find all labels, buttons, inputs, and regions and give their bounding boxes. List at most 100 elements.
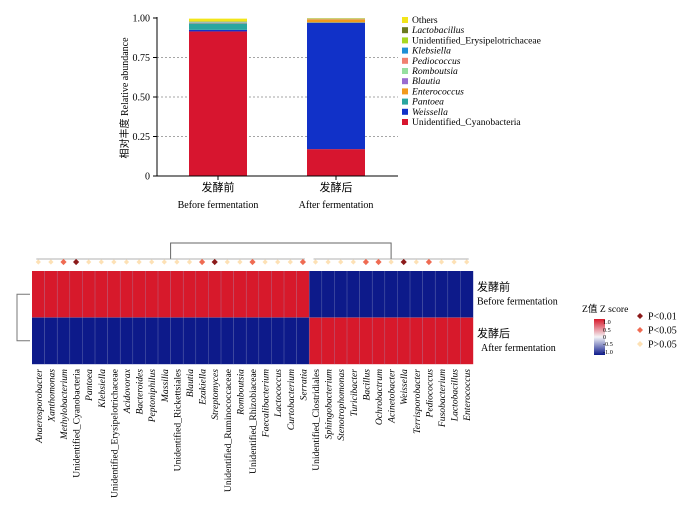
heatmap-cell [246,317,259,365]
bar-segment-enterococcus [307,19,365,23]
legend-swatch [402,47,408,54]
column-label: Ochrobactrum [374,369,385,425]
column-label: Lactobacillus [450,369,461,422]
column-label: Lactococcus [273,369,284,418]
bar-segment-pantoea [189,23,247,30]
legend-label: Weissella [412,107,448,118]
column-label: Pediococcus [424,369,435,419]
row-labels: 发酵前 Before fermentation 发酵后 After fermentat… [477,279,558,354]
column-label: Stenotrophomonas [336,369,347,441]
column-label: Unidentified_Clostridiales [311,369,322,471]
significance-marker [35,259,41,265]
heatmap-cell [32,271,45,318]
significance-marker [48,259,54,265]
heatmap-cell [372,271,385,318]
significance-marker [438,259,445,265]
significance-legend: P<0.01 P<0.05 P>0.05 [637,312,677,351]
heatmap-cell [145,317,159,365]
heatmap-cell [359,317,373,365]
significance-marker [60,258,67,266]
significance-marker [287,259,293,265]
significance-marker [464,259,470,265]
significance-marker [111,259,117,265]
significance-legend-label: P<0.05 [648,326,677,337]
significance-marker [86,259,92,265]
row-label-cn: 发酵前 [477,279,510,293]
heatmap-cell [170,271,184,318]
heatmap-cell [82,317,96,365]
row-label-en: After fermentation [481,343,556,354]
significance-marker [136,259,142,265]
significance-marker [262,259,268,265]
significance-marker [375,258,382,266]
heatmap-cell [69,317,83,365]
colorbar-title: Z值 Z score [582,303,628,315]
heatmap-cell [447,317,461,365]
column-label: Unidentified_Rhizobiaceae [248,369,259,474]
heatmap-cell [44,317,58,365]
heatmap-cell [221,271,234,318]
column-label: Terrisporobacter [412,369,423,434]
colorbar-tick-label: 0.5 [603,327,611,334]
legend-label: Unidentified_Cyanobacteria [412,117,521,128]
legend-label: Others [412,15,438,26]
heatmap-cell [422,317,436,365]
heatmap-cell [107,271,121,318]
heatmap-cell [233,271,247,318]
heatmap-cell [410,271,423,318]
heatmap-cell [410,317,423,365]
heatmap-cell [120,317,133,365]
heatmap-chart: 发酵前 Before fermentation 发酵后 After fermentat… [16,242,677,498]
y-tick-label: 0 [145,172,150,183]
column-label: Acidovorax [122,368,133,414]
axes [156,17,398,177]
y-axis-label: 相对丰度 Relative abundance [118,37,131,159]
heatmap-cell [208,271,222,318]
bars [189,18,365,177]
significance-marker [123,259,130,265]
legend-swatch [402,57,408,64]
significance-marker [299,258,306,266]
significance-marker [186,259,193,265]
colorbar-tick-label: -0.5 [603,341,613,348]
column-label: Acinetobacter [387,369,398,424]
significance-legend-marker [637,327,643,333]
column-labels: Anaerosporobacter Xanthomonas Methylobacte… [34,368,473,498]
x-tick-label-en: After fermentation [299,200,374,211]
column-label: Sphingobacterium [324,369,335,439]
significance-legend-marker [637,313,643,319]
heatmap-cell [132,271,146,318]
column-label: Massilia [160,369,171,403]
y-axis-ticks: 0 0.25 0.50 0.75 1.00 [133,14,157,183]
column-label: Unidentified_Rickettsiales [172,369,183,472]
significance-marker [161,259,167,265]
column-label: Unidentified_Erysipelotrichaceae [109,369,120,498]
significance-marker [237,259,243,265]
column-label: Unidentified_Cyanobacteria [72,368,83,477]
heatmap-cell [221,317,234,365]
column-label: Fusobacterium [437,369,448,428]
colorbar-gradient [594,319,605,355]
colorbar-legend: Z值 Z score 1.00.50-0.5-1.0 [582,303,628,356]
heatmap-cell [372,317,385,365]
heatmap-cell [158,271,171,318]
heatmap-cell [57,317,70,365]
heatmap-cell [183,317,196,365]
column-label: Methylobacterium [59,369,70,440]
legend-label: Pediococcus [411,56,461,67]
colorbar-tick-label: 1.0 [603,319,611,326]
legend-swatch [402,37,408,44]
legend-label: Blautia [412,76,440,87]
significance-marker [451,259,457,265]
column-label: Peptoniphilus [147,369,158,424]
heatmap-cell [435,271,448,318]
heatmap-cell [183,271,196,318]
legend-swatch [402,88,408,95]
bar-segment-weissella [307,22,365,150]
heatmap-cell [107,317,121,365]
legend-swatch [402,98,408,105]
legend-swatch [402,17,408,23]
column-label: Serratia [298,369,309,401]
heatmap-cell [284,271,297,318]
